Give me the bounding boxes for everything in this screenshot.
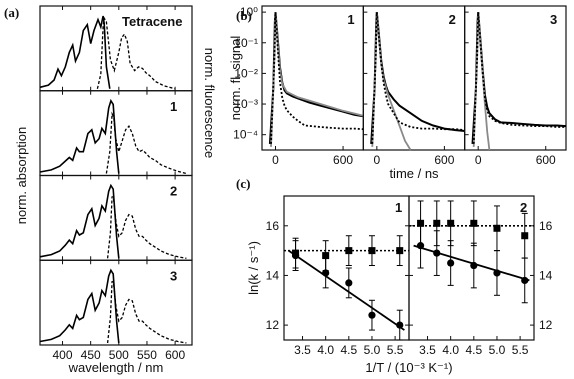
- panel-b-subpanel-label: 2: [449, 12, 456, 27]
- panel-c-x-tick-label: 3.5: [419, 343, 436, 357]
- decay-fit-gray: [270, 12, 364, 147]
- circle-point: [416, 242, 425, 250]
- panel-b-x-tick-label: 0: [272, 153, 279, 167]
- circle-point: [368, 311, 376, 319]
- panel-c-x-tick-label: 3.5: [294, 343, 311, 357]
- fluorescence-line: [106, 280, 187, 344]
- circle-point: [322, 269, 330, 277]
- absorption-line: [39, 15, 111, 89]
- panel-a-x-tick-label: 550: [137, 348, 157, 362]
- panel-b-subpanel-label: 1: [347, 12, 354, 27]
- panel-b-y-tick-label: 10⁻¹: [234, 36, 258, 50]
- fluorescence-line: [106, 196, 187, 259]
- fluorescence-line: [105, 111, 187, 175]
- panel-c-subpanel-label: 1: [395, 200, 402, 215]
- square-point: [433, 219, 441, 227]
- panel-b-fluorescence-decay: 0 600 1 0 600 2 0 600 3 10⁰ 10⁻¹ 10⁻² 10⁻³ 10⁻⁴ time /…: [228, 5, 567, 181]
- panel-b-subpanel-frame: [464, 5, 567, 151]
- square-point: [368, 247, 376, 255]
- panel-a-y-axis-title-left: norm. absorption: [14, 127, 29, 225]
- circle-point: [396, 321, 404, 329]
- circle-point: [291, 251, 300, 260]
- panel-b-y-tick-label: 10⁰: [240, 5, 258, 19]
- absorption-line: [39, 183, 120, 259]
- panel-b-x-tick-label: 600: [333, 153, 353, 167]
- circle-point: [493, 269, 501, 277]
- circle-point: [433, 249, 441, 257]
- panel-a-subpanel-label: 3: [170, 268, 177, 283]
- panel-b-x-tick-label: 600: [434, 153, 454, 167]
- panel-b-x-axis-title: time / ns: [389, 166, 439, 181]
- panel-c-y-tick-label-left: 12: [266, 318, 280, 332]
- panel-a-x-tick-label: 600: [165, 348, 185, 362]
- circle-point: [470, 261, 478, 270]
- square-point: [396, 247, 404, 255]
- decay-fit-gray: [472, 12, 491, 151]
- panel-c-x-tick-label: 4.5: [465, 343, 482, 357]
- panel-c-x-axis-title: 1/T / (10⁻³ K⁻¹): [365, 360, 452, 375]
- panel-c-arrhenius: 3.5 4.0 4.5 5.0 5.5 1 3.5 4.0 4.5 5.0 5.5 2 12 12 14 14…: [246, 195, 553, 375]
- square-point: [470, 219, 478, 227]
- panel-b-y-axis-title: norm. fl. signal: [228, 36, 243, 121]
- panel-b-x-tick-label: 0: [475, 153, 482, 167]
- panel-c-y-tick-label-right: 12: [539, 318, 553, 332]
- panel-b-y-tick-label: 10⁻⁴: [233, 128, 258, 142]
- panel-a-y-axis-title-right: norm. fluorescence: [202, 48, 217, 159]
- panel-a-subpanel-label: 2: [170, 184, 177, 199]
- panel-c-y-tick-label-left: 14: [266, 268, 280, 282]
- square-point: [322, 252, 330, 260]
- panel-a-x-axis-title: wavelength / nm: [68, 360, 164, 375]
- panel-a-subpanel-label: 1: [170, 99, 177, 114]
- circle-point: [447, 259, 455, 267]
- square-point: [493, 224, 501, 232]
- fluorescence-line: [96, 16, 176, 90]
- panel-c-subpanel-frame: [408, 195, 535, 341]
- panel-b-subpanel-label: 3: [550, 12, 557, 27]
- panel-c-subpanel-label: 2: [520, 200, 527, 215]
- decay-trace-dotted: [270, 12, 364, 144]
- circle-point: [521, 276, 529, 285]
- panel-a-subpanel-label: Tetracene: [122, 14, 182, 29]
- panel-c-x-tick-label: 5.5: [512, 343, 529, 357]
- decay-trace-dotted: [371, 12, 465, 144]
- panel-a-label: (a): [4, 5, 19, 20]
- panel-a-x-tick-label: 400: [53, 348, 73, 362]
- square-point: [521, 232, 529, 240]
- panel-c-x-tick-label: 4.0: [317, 343, 334, 357]
- square-point: [345, 247, 353, 255]
- panel-c-y-axis-title: ln(k / s⁻¹): [246, 241, 261, 295]
- panel-c-x-tick-label: 4.5: [340, 343, 357, 357]
- panel-b-y-tick-label: 10⁻³: [234, 97, 258, 111]
- panel-c-x-tick-label: 5.0: [364, 343, 381, 357]
- panel-b-x-tick-label: 0: [374, 153, 381, 167]
- panel-b-x-tick-label: 600: [536, 153, 556, 167]
- panel-c-y-tick-label-right: 14: [539, 268, 553, 282]
- decay-trace-solid: [268, 12, 364, 144]
- panel-c-label: (c): [236, 176, 250, 191]
- panel-c-fit-line: [288, 249, 405, 331]
- decay-trace-dotted: [472, 12, 566, 144]
- panel-c-x-tick-label: 5.0: [489, 343, 506, 357]
- panel-c-x-tick-label: 5.5: [387, 343, 404, 357]
- absorption-line: [39, 98, 120, 174]
- panel-a-x-tick-label: 500: [109, 348, 129, 362]
- decay-trace-solid: [370, 12, 465, 144]
- square-point: [447, 219, 455, 227]
- panel-c-x-tick-label: 4.0: [442, 343, 459, 357]
- panel-a-x-tick-label: 450: [81, 348, 101, 362]
- panel-b-y-tick-label: 10⁻²: [234, 66, 258, 80]
- circle-point: [345, 279, 353, 287]
- panel-c-y-tick-label-left: 16: [266, 219, 280, 233]
- panel-c-y-tick-label-right: 16: [539, 219, 553, 233]
- absorption-line: [39, 268, 120, 344]
- panel-b-label: (b): [236, 8, 252, 23]
- panel-a-subpanel-frame: [39, 259, 193, 346]
